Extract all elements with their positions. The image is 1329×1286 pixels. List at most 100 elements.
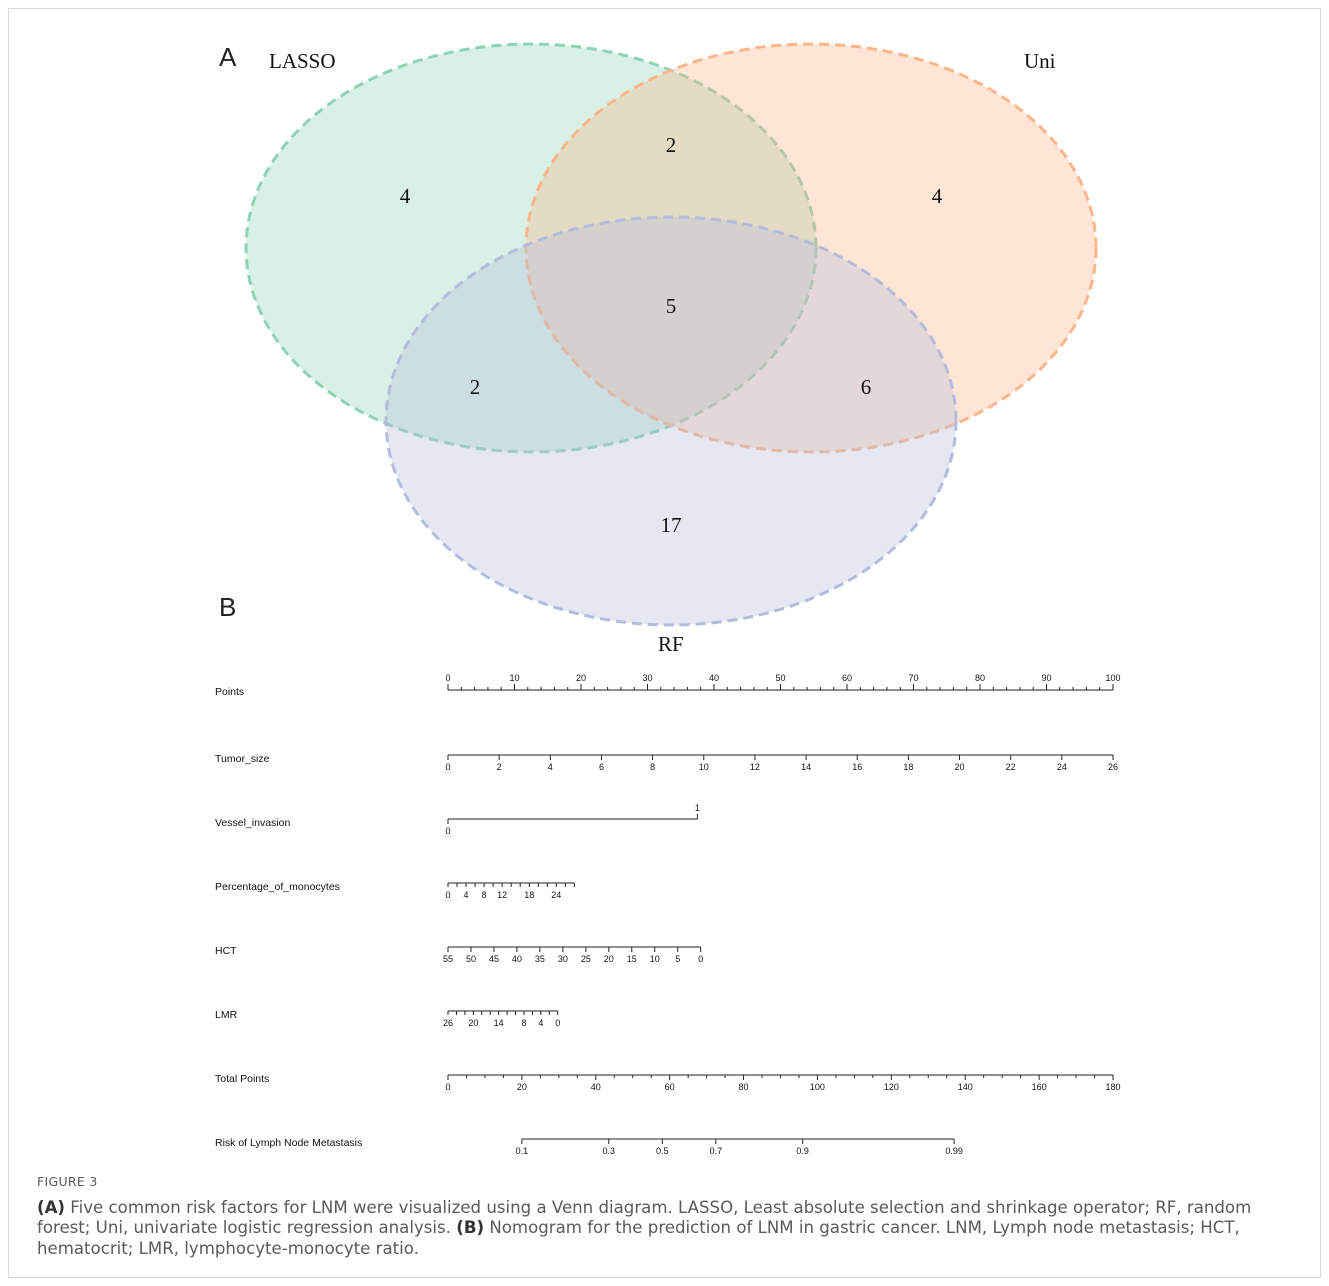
venn-set-lasso bbox=[244, 42, 818, 454]
vessel-invasion-level-label: 0 bbox=[445, 826, 450, 836]
caption-text: (A) Five common risk factors for LNM wer… bbox=[37, 1198, 1251, 1258]
tumor-size-tick-label: 12 bbox=[750, 762, 760, 772]
tumor-size-tick-label: 14 bbox=[801, 762, 811, 772]
vessel-invasion-level-label: 1 bbox=[695, 803, 700, 813]
lmr-tick-label: 4 bbox=[538, 1018, 543, 1028]
total-points-tick-label: 180 bbox=[1105, 1082, 1120, 1092]
points-tick-label: 10 bbox=[509, 673, 519, 683]
risk-tick-label: 0.3 bbox=[602, 1146, 615, 1156]
lmr-tick-label: 0 bbox=[555, 1018, 560, 1028]
hct-tick-label: 15 bbox=[627, 954, 637, 964]
hct-tick-label: 35 bbox=[535, 954, 545, 964]
lmr-tick-label: 8 bbox=[521, 1018, 526, 1028]
hct-tick-label: 10 bbox=[650, 954, 660, 964]
tumor-size-tick-label: 4 bbox=[548, 762, 553, 772]
venn-diagram: LASSO Uni RF 4 4 2 5 2 6 17 bbox=[244, 42, 1098, 656]
nomogram-row-label: Tumor_size bbox=[215, 753, 270, 765]
nomogram-row-label: Percentage_of_monocytes bbox=[215, 881, 340, 893]
venn-label-lasso: LASSO bbox=[269, 49, 336, 73]
hct-tick-label: 0 bbox=[698, 954, 703, 964]
venn-count-lasso-only: 4 bbox=[400, 184, 411, 208]
risk-tick-label: 0.1 bbox=[516, 1146, 529, 1156]
hct-tick-label: 40 bbox=[512, 954, 522, 964]
points-tick-label: 60 bbox=[842, 673, 852, 683]
caption-panel-ref: (A) bbox=[37, 1197, 66, 1217]
monocytes-tick-label: 4 bbox=[464, 890, 469, 900]
points-tick-label: 100 bbox=[1105, 673, 1120, 683]
venn-set-uni bbox=[524, 42, 1098, 454]
venn-label-uni: Uni bbox=[1024, 49, 1056, 73]
total-points-tick-label: 0 bbox=[445, 1082, 450, 1092]
total-points-tick-label: 80 bbox=[739, 1082, 749, 1092]
monocytes-tick-label: 24 bbox=[551, 890, 561, 900]
total-points-tick-label: 60 bbox=[665, 1082, 675, 1092]
points-tick-label: 50 bbox=[775, 673, 785, 683]
tumor-size-tick-label: 26 bbox=[1108, 762, 1118, 772]
points-tick-label: 40 bbox=[709, 673, 719, 683]
venn-count-all-three: 5 bbox=[666, 294, 677, 318]
tumor-size-tick-label: 2 bbox=[497, 762, 502, 772]
caption-sentence: Nomogram for the prediction of LNM in ga… bbox=[37, 1218, 1240, 1258]
total-points-tick-label: 160 bbox=[1032, 1082, 1047, 1092]
tumor-size-tick-label: 8 bbox=[650, 762, 655, 772]
venn-count-lasso-rf: 2 bbox=[470, 375, 481, 399]
total-points-tick-label: 40 bbox=[591, 1082, 601, 1092]
hct-tick-label: 50 bbox=[466, 954, 476, 964]
total-points-tick-label: 140 bbox=[958, 1082, 973, 1092]
venn-label-rf: RF bbox=[658, 632, 684, 656]
nomogram: Points Tumor_size Vessel_invasion Percentag… bbox=[215, 673, 1121, 1156]
figure-frame bbox=[8, 8, 1321, 1278]
monocytes-tick-label: 18 bbox=[524, 890, 534, 900]
venn-count-uni-rf: 6 bbox=[861, 375, 872, 399]
monocytes-tick-label: 8 bbox=[482, 890, 487, 900]
tumor-size-tick-label: 0 bbox=[445, 762, 450, 772]
tumor-size-tick-label: 20 bbox=[955, 762, 965, 772]
caption-label: FIGURE 3 bbox=[37, 1174, 98, 1189]
venn-count-uni-only: 4 bbox=[932, 184, 943, 208]
points-tick-label: 70 bbox=[908, 673, 918, 683]
tumor-size-tick-label: 24 bbox=[1057, 762, 1067, 772]
monocytes-tick-label: 0 bbox=[445, 890, 450, 900]
figure-caption: FIGURE 3 (A) Five common risk factors fo… bbox=[37, 1172, 1287, 1259]
total-points-tick-label: 20 bbox=[517, 1082, 527, 1092]
panel-a-label: A bbox=[219, 42, 237, 72]
points-tick-label: 90 bbox=[1041, 673, 1051, 683]
monocytes-tick-label: 12 bbox=[497, 890, 507, 900]
points-tick-label: 80 bbox=[975, 673, 985, 683]
nomogram-row-label: HCT bbox=[215, 945, 237, 957]
risk-tick-label: 0.5 bbox=[656, 1146, 669, 1156]
hct-tick-label: 5 bbox=[675, 954, 680, 964]
hct-tick-label: 30 bbox=[558, 954, 568, 964]
venn-set-rf bbox=[384, 215, 958, 627]
total-points-tick-label: 120 bbox=[884, 1082, 899, 1092]
panel-b-label: B bbox=[219, 592, 236, 622]
tumor-size-tick-label: 10 bbox=[699, 762, 709, 772]
points-tick-label: 0 bbox=[445, 673, 450, 683]
hct-tick-label: 20 bbox=[604, 954, 614, 964]
hct-tick-label: 45 bbox=[489, 954, 499, 964]
tumor-size-tick-label: 16 bbox=[852, 762, 862, 772]
hct-tick-label: 25 bbox=[581, 954, 591, 964]
lmr-tick-label: 20 bbox=[468, 1018, 478, 1028]
nomogram-row-label: LMR bbox=[215, 1009, 238, 1021]
points-tick-label: 20 bbox=[576, 673, 586, 683]
tumor-size-tick-label: 6 bbox=[599, 762, 604, 772]
lmr-tick-label: 14 bbox=[494, 1018, 504, 1028]
total-points-tick-label: 100 bbox=[810, 1082, 825, 1092]
venn-count-lasso-uni: 2 bbox=[666, 133, 677, 157]
points-tick-label: 30 bbox=[642, 673, 652, 683]
tumor-size-tick-label: 22 bbox=[1006, 762, 1016, 772]
lmr-tick-label: 26 bbox=[443, 1018, 453, 1028]
figure-canvas: A B LASSO Uni RF 4 4 2 5 2 6 17 Points Tu… bbox=[215, 42, 1121, 1156]
risk-tick-label: 0.9 bbox=[796, 1146, 809, 1156]
caption-panel-ref: (B) bbox=[456, 1218, 485, 1237]
caption-sentence: Five common risk factors for LNM were vi… bbox=[37, 1197, 1252, 1238]
hct-tick-label: 55 bbox=[443, 954, 453, 964]
tumor-size-tick-label: 18 bbox=[903, 762, 913, 772]
risk-tick-label: 0.99 bbox=[945, 1146, 963, 1156]
nomogram-row-label: Total Points bbox=[215, 1073, 269, 1085]
venn-count-rf-only: 17 bbox=[661, 513, 682, 537]
nomogram-row-label: Vessel_invasion bbox=[215, 817, 290, 829]
nomogram-row-label: Risk of Lymph Node Metastasis bbox=[215, 1137, 362, 1149]
nomogram-row-label: Points bbox=[215, 686, 244, 698]
